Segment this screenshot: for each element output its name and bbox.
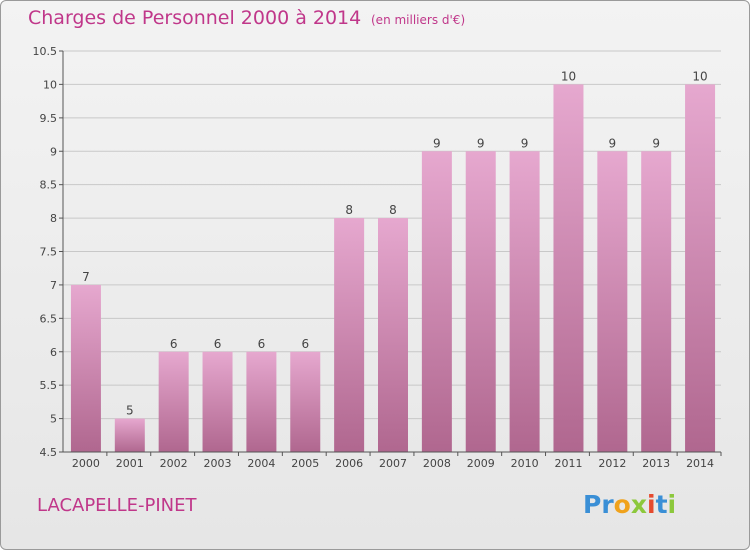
bar [290, 351, 321, 452]
x-tick-label: 2003 [204, 457, 232, 470]
bar [465, 151, 496, 452]
bar [202, 351, 233, 452]
x-tick-label: 2005 [291, 457, 319, 470]
data-label: 9 [433, 136, 441, 150]
data-label: 6 [301, 337, 309, 351]
data-label: 10 [692, 69, 707, 83]
y-tick-label: 9.5 [40, 112, 58, 125]
x-tick-label: 2006 [335, 457, 363, 470]
data-label: 6 [170, 337, 178, 351]
y-tick-label: 8 [50, 212, 57, 225]
logo-letter: x [630, 490, 647, 519]
x-tick-label: 2004 [247, 457, 275, 470]
y-tick-label: 7 [50, 279, 57, 292]
x-tick-label: 2002 [160, 457, 188, 470]
logo-letter: t [655, 490, 668, 519]
y-tick-label: 5.5 [40, 379, 58, 392]
data-label: 10 [561, 69, 576, 83]
proxiti-logo: Proxiti [583, 490, 676, 519]
y-tick-label: 8.5 [40, 179, 58, 192]
bar [378, 218, 408, 452]
bar [685, 84, 716, 453]
bar [246, 351, 277, 452]
y-tick-label: 6 [50, 346, 57, 359]
y-tick-label: 10.5 [33, 45, 58, 58]
x-tick-label: 2012 [598, 457, 626, 470]
commune-name: LACAPELLE-PINET [37, 495, 197, 516]
chart-title: Charges de Personnel 2000 à 2014 [28, 7, 362, 29]
logo-letter: o [613, 490, 631, 519]
data-label: 9 [477, 136, 485, 150]
x-tick-label: 2013 [642, 457, 670, 470]
bar [334, 218, 365, 452]
x-tick-label: 2010 [511, 457, 539, 470]
data-label: 6 [258, 337, 266, 351]
bar [553, 84, 584, 453]
data-label: 8 [345, 203, 353, 217]
logo-letter: P [583, 490, 602, 519]
x-tick-label: 2011 [554, 457, 582, 470]
bar [158, 351, 189, 452]
y-tick-label: 10 [43, 78, 57, 91]
y-tick-label: 6.5 [40, 312, 58, 325]
x-tick-label: 2008 [423, 457, 451, 470]
bar [641, 151, 672, 452]
y-tick-label: 4.5 [40, 446, 58, 459]
x-tick-label: 2000 [72, 457, 100, 470]
bar [70, 284, 101, 452]
y-tick-label: 7.5 [40, 246, 58, 259]
data-label: 8 [389, 203, 397, 217]
y-tick-label: 5 [50, 413, 57, 426]
logo-letter: i [667, 490, 677, 519]
chart-subtitle: (en milliers d'€) [371, 13, 466, 27]
data-label: 9 [652, 136, 660, 150]
bar [509, 151, 540, 452]
y-tick-label: 9 [50, 145, 57, 158]
x-tick-label: 2001 [116, 457, 144, 470]
x-tick-label: 2009 [467, 457, 495, 470]
bar [421, 151, 452, 452]
data-label: 9 [609, 136, 617, 150]
bar [597, 151, 628, 452]
x-tick-label: 2007 [379, 457, 407, 470]
data-label: 6 [214, 337, 222, 351]
bar [114, 418, 145, 452]
logo-letter: r [601, 490, 614, 519]
logo-letter: i [647, 490, 656, 519]
x-tick-label: 2014 [686, 457, 714, 470]
data-label: 5 [126, 404, 134, 418]
data-label: 9 [521, 136, 529, 150]
data-label: 7 [82, 270, 90, 284]
